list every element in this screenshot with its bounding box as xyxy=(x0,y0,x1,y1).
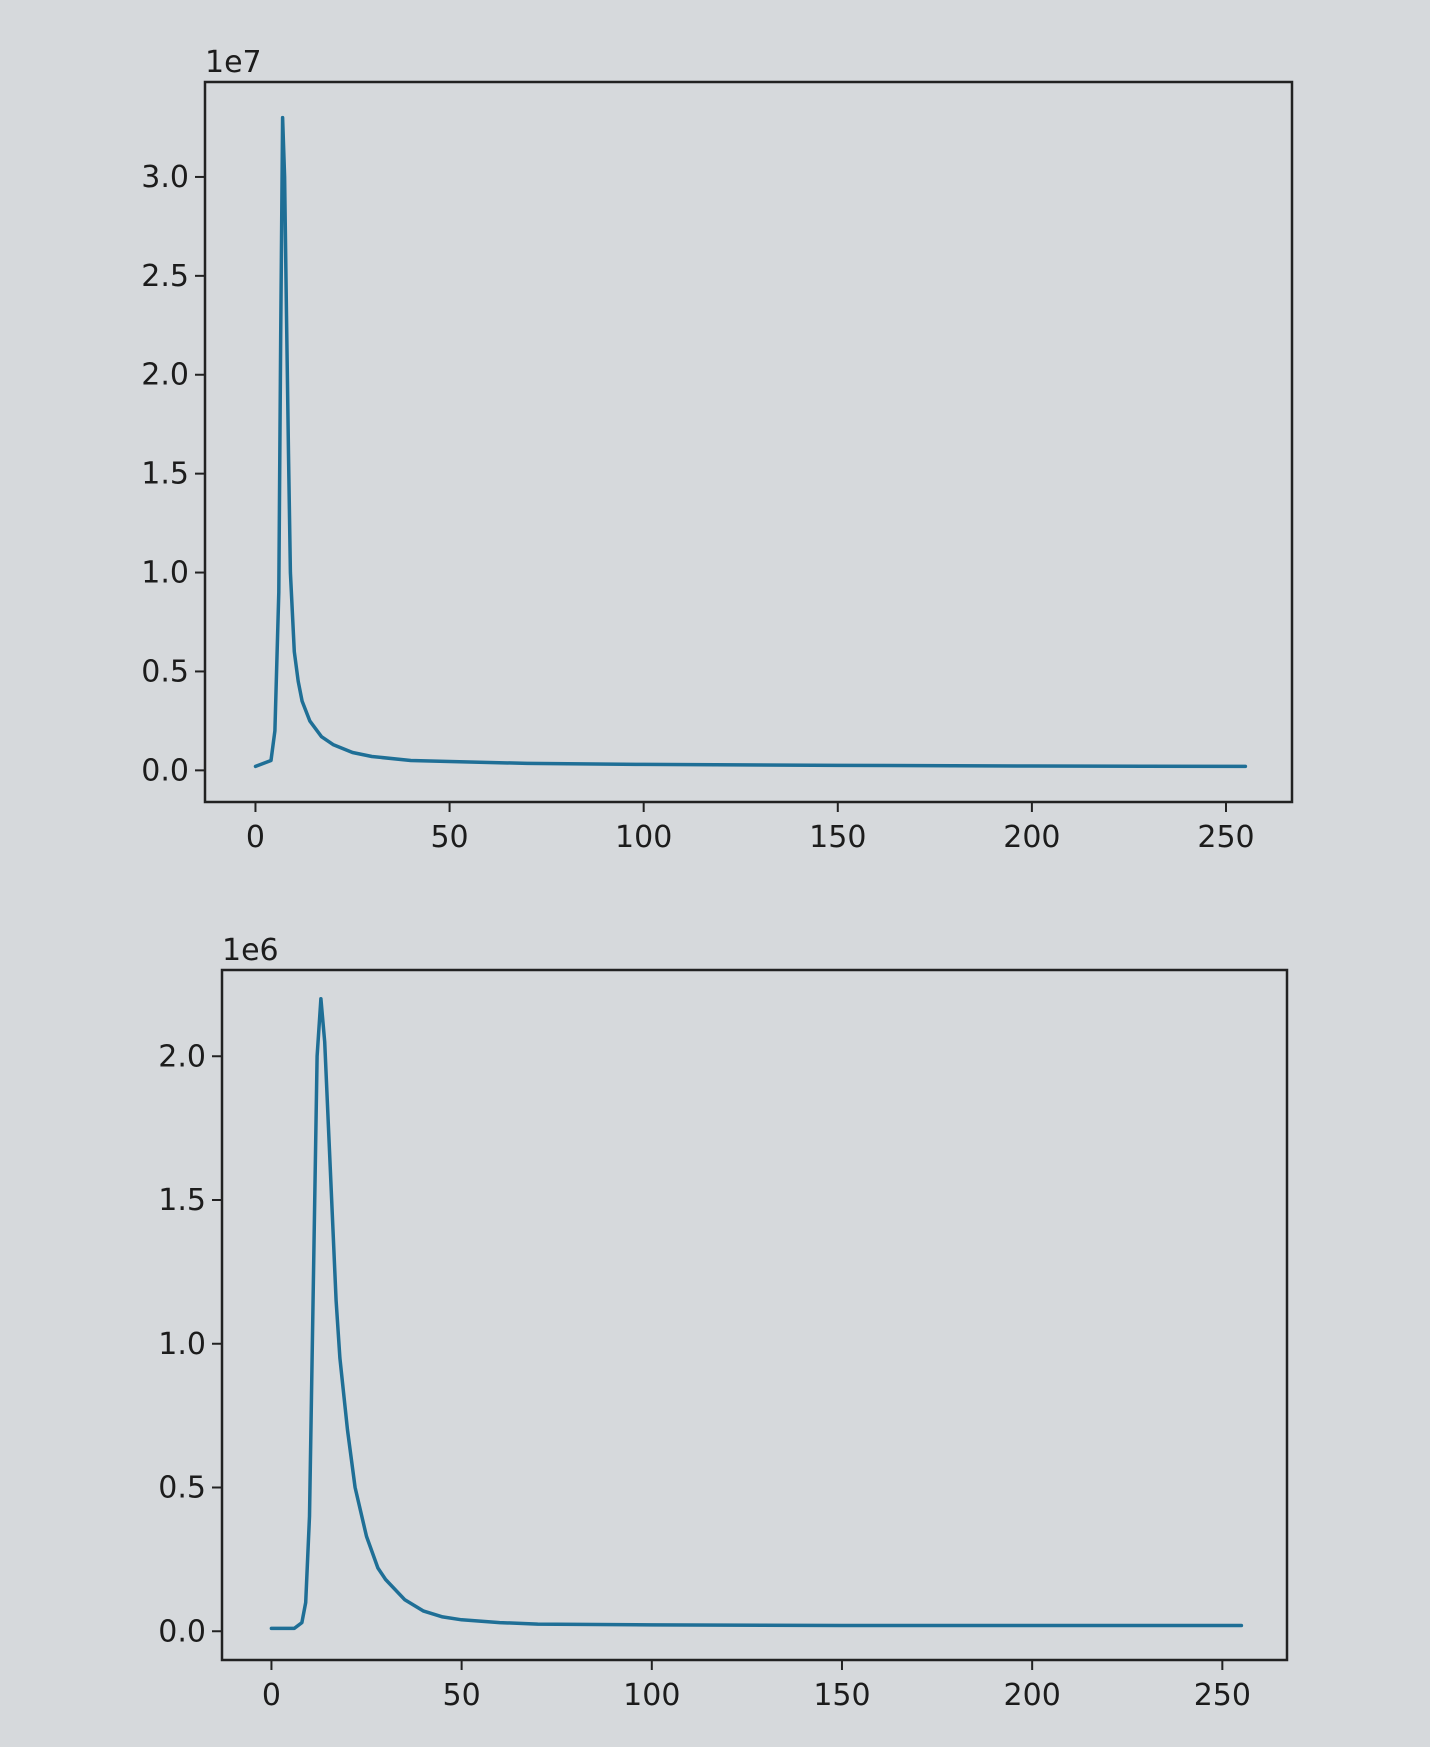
y-tick-label: 1.0 xyxy=(141,556,189,591)
x-tick-label: 250 xyxy=(1194,1678,1251,1713)
x-tick-label: 100 xyxy=(615,820,672,855)
y-tick-label: 1.5 xyxy=(158,1183,206,1218)
x-tick-label: 0 xyxy=(262,1678,281,1713)
plot-frame xyxy=(203,80,1294,804)
x-tick-label: 250 xyxy=(1197,820,1254,855)
y-tick-label: 0.0 xyxy=(141,753,189,788)
y-tick-label: 2.5 xyxy=(141,259,189,294)
y-tick-label: 2.0 xyxy=(141,358,189,393)
x-tick-label: 200 xyxy=(1003,820,1060,855)
x-tick-label: 100 xyxy=(623,1678,680,1713)
x-tick-label: 200 xyxy=(1004,1678,1061,1713)
chart-top: 0 50 100 150 200 250 0.0 0.5 1.0 1.5 2.0 2.5 3.0 1e7 xyxy=(141,45,1294,855)
x-tick-label: 50 xyxy=(430,820,468,855)
x-tick-label: 150 xyxy=(809,820,866,855)
y-tick-label: 0.0 xyxy=(158,1614,206,1649)
series-line xyxy=(269,996,1244,1631)
y-tick-label: 3.0 xyxy=(141,160,189,195)
chart-bottom: 0 50 100 150 200 250 0.0 0.5 1.0 1.5 2.0 1e6 xyxy=(158,933,1289,1713)
plot-frame xyxy=(220,968,1289,1662)
y-tick-label: 1.0 xyxy=(158,1327,206,1362)
y-tick-label: 2.0 xyxy=(158,1039,206,1074)
y-offset-label: 1e6 xyxy=(222,933,279,968)
series-line xyxy=(253,115,1248,769)
x-tick-label: 0 xyxy=(246,820,265,855)
y-tick-label: 0.5 xyxy=(141,654,189,689)
x-tick-label: 150 xyxy=(813,1678,870,1713)
y-tick-label: 0.5 xyxy=(158,1471,206,1506)
y-tick-label: 1.5 xyxy=(141,457,189,492)
x-tick-label: 50 xyxy=(443,1678,481,1713)
y-offset-label: 1e7 xyxy=(205,45,262,80)
